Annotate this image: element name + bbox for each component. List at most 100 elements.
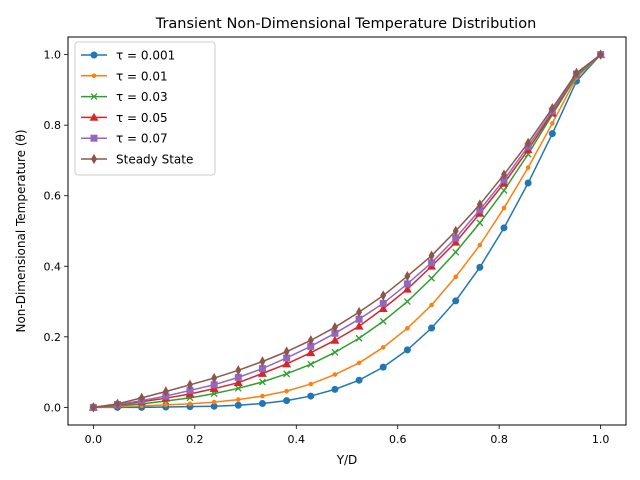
data-point bbox=[550, 121, 555, 126]
data-point bbox=[331, 322, 338, 333]
legend-swatch-marker bbox=[90, 93, 98, 101]
data-point bbox=[452, 297, 460, 305]
y-tick-label: 0.2 bbox=[44, 331, 62, 344]
data-point bbox=[283, 346, 290, 357]
series-line bbox=[93, 54, 602, 409]
legend-swatch-marker bbox=[91, 73, 97, 79]
series-line bbox=[93, 54, 602, 409]
series-line bbox=[93, 54, 602, 409]
data-point bbox=[283, 397, 291, 405]
data-point bbox=[452, 225, 459, 237]
data-point bbox=[380, 290, 387, 301]
data-point bbox=[354, 321, 364, 330]
y-tick-label: 1.0 bbox=[44, 49, 62, 62]
data-point bbox=[331, 385, 339, 393]
data-point bbox=[331, 348, 339, 356]
data-point bbox=[405, 326, 410, 331]
legend-item: τ = 0.05 bbox=[81, 111, 168, 125]
y-tick-label: 0.8 bbox=[44, 119, 62, 132]
data-point bbox=[260, 393, 265, 399]
x-tick-label: 0.0 bbox=[85, 433, 103, 446]
data-point bbox=[597, 49, 604, 60]
data-point bbox=[500, 224, 508, 232]
data-point bbox=[306, 348, 316, 357]
data-point bbox=[356, 360, 362, 366]
data-point bbox=[453, 274, 459, 280]
data-point bbox=[428, 250, 435, 261]
data-point bbox=[524, 179, 532, 187]
data-point bbox=[209, 384, 219, 393]
data-point bbox=[573, 67, 580, 79]
legend-item: τ = 0.03 bbox=[81, 90, 168, 104]
data-point bbox=[402, 284, 412, 293]
data-point bbox=[162, 386, 169, 397]
legend-label: τ = 0.01 bbox=[116, 69, 168, 83]
data-point bbox=[234, 384, 242, 392]
data-point bbox=[379, 317, 387, 325]
legend-swatch-marker bbox=[89, 112, 99, 121]
legend-swatch-marker bbox=[90, 51, 98, 59]
data-point bbox=[380, 345, 386, 350]
data-point bbox=[403, 280, 411, 288]
series-layer bbox=[88, 49, 606, 413]
data-point bbox=[379, 363, 387, 371]
data-point bbox=[211, 399, 217, 405]
y-tick-label: 0.6 bbox=[44, 190, 62, 203]
data-point bbox=[282, 359, 292, 368]
series-group bbox=[90, 49, 604, 413]
data-point bbox=[428, 324, 436, 332]
legend-item: τ = 0.01 bbox=[81, 69, 168, 83]
data-point bbox=[548, 130, 556, 138]
series-group bbox=[91, 52, 603, 410]
data-point bbox=[379, 299, 387, 307]
data-point bbox=[235, 365, 242, 376]
data-point bbox=[477, 242, 483, 248]
data-point bbox=[451, 237, 461, 246]
data-point bbox=[403, 298, 411, 306]
series-line bbox=[93, 54, 602, 409]
data-point bbox=[114, 398, 121, 410]
x-axis-label: Y/D bbox=[336, 453, 358, 467]
data-point bbox=[307, 360, 315, 368]
data-point bbox=[404, 270, 411, 282]
legend-frame bbox=[74, 41, 216, 176]
legend-label: τ = 0.07 bbox=[116, 132, 168, 146]
series-line bbox=[93, 54, 602, 409]
x-axis-ticks: 0.0 0.2 0.4 0.6 0.8 1.0 bbox=[85, 425, 610, 446]
data-point bbox=[525, 165, 531, 170]
data-point bbox=[525, 137, 532, 149]
data-point bbox=[257, 368, 267, 377]
data-point bbox=[234, 401, 242, 409]
x-tick-label: 1.0 bbox=[592, 433, 610, 446]
data-point bbox=[356, 306, 363, 318]
legend-label: Steady State bbox=[116, 153, 193, 167]
data-point bbox=[187, 401, 193, 407]
data-point bbox=[163, 402, 169, 408]
data-point bbox=[476, 219, 484, 227]
data-point bbox=[138, 392, 145, 404]
legend-item: τ = 0.07 bbox=[81, 132, 168, 146]
data-point bbox=[307, 392, 315, 400]
legend-item: τ = 0.001 bbox=[81, 49, 175, 63]
data-point bbox=[355, 376, 363, 384]
data-point bbox=[187, 379, 193, 390]
legend-swatch-marker bbox=[91, 153, 97, 165]
legend-swatch-marker bbox=[90, 134, 98, 142]
y-axis-ticks: 0.0 0.2 0.4 0.6 0.8 1.0 bbox=[44, 49, 68, 414]
data-point bbox=[258, 378, 266, 386]
chart-title: Transient Non-Dimensional Temperature Di… bbox=[155, 16, 537, 32]
legend-label: τ = 0.05 bbox=[116, 111, 168, 125]
plot-area-frame bbox=[67, 36, 627, 426]
data-point bbox=[258, 399, 266, 407]
legend-label: τ = 0.03 bbox=[116, 90, 168, 104]
data-point bbox=[259, 356, 266, 367]
x-tick-label: 0.6 bbox=[389, 433, 407, 446]
data-point bbox=[332, 372, 338, 377]
legend-item: Steady State bbox=[81, 153, 193, 167]
data-point bbox=[90, 402, 97, 413]
x-tick-label: 0.8 bbox=[490, 433, 508, 446]
data-point bbox=[284, 388, 289, 394]
data-point bbox=[476, 263, 484, 271]
data-point bbox=[307, 335, 314, 346]
